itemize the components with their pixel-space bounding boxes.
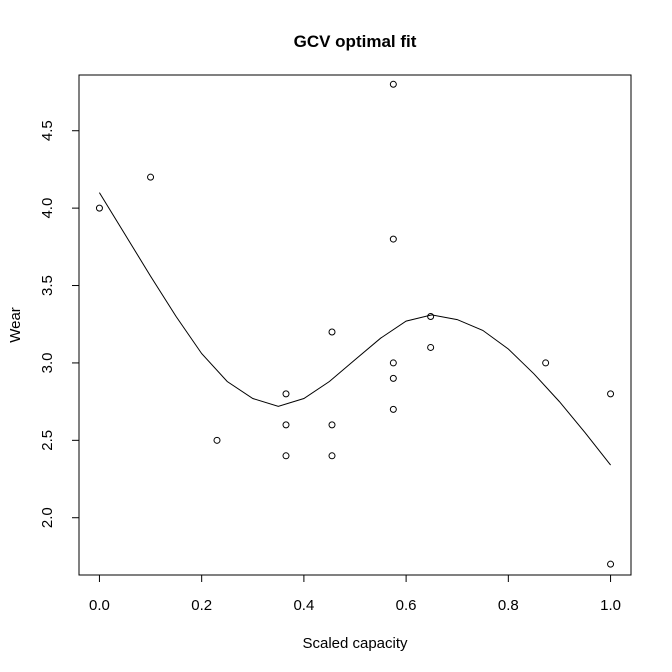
data-point [328, 452, 336, 460]
y-tick-label: 4.0 [39, 198, 56, 219]
x-tick-label: 0.0 [89, 597, 110, 614]
x-axis-label: Scaled capacity [302, 635, 408, 652]
data-point [147, 173, 155, 181]
data-point [95, 204, 103, 212]
data-point [389, 359, 397, 367]
data-point [389, 80, 397, 88]
data-point [282, 452, 290, 460]
y-tick-label: 2.0 [39, 507, 56, 528]
fit-curve [98, 192, 611, 466]
y-tick-label: 4.5 [39, 120, 56, 141]
y-axis-label: Wear [7, 307, 24, 343]
x-tick-label: 0.8 [498, 597, 519, 614]
data-point [328, 328, 336, 336]
data-point [427, 312, 435, 320]
x-tick-label: 0.4 [293, 597, 314, 614]
y-tick-label: 3.0 [39, 352, 56, 373]
x-tick-label: 1.0 [600, 597, 621, 614]
plot-area-border [78, 74, 632, 576]
data-point [328, 421, 336, 429]
data-point [607, 390, 615, 398]
series-layer [95, 80, 615, 568]
data-point [542, 359, 550, 367]
data-point [213, 436, 221, 444]
y-axis: 2.0 2.5 3.0 3.5 4.0 4.5 [39, 120, 80, 528]
x-tick-label: 0.2 [191, 597, 212, 614]
chart-title: GCV optimal fit [294, 32, 417, 51]
y-tick-label: 2.5 [39, 430, 56, 451]
data-point [607, 560, 615, 568]
data-point [389, 235, 397, 243]
x-axis: 0.0 0.2 0.4 0.6 0.8 1.0 [89, 574, 621, 614]
data-point [389, 374, 397, 382]
data-point [282, 421, 290, 429]
data-point [427, 343, 435, 351]
data-point [389, 405, 397, 413]
x-tick-label: 0.6 [396, 597, 417, 614]
data-point [282, 390, 290, 398]
y-tick-label: 3.5 [39, 275, 56, 296]
